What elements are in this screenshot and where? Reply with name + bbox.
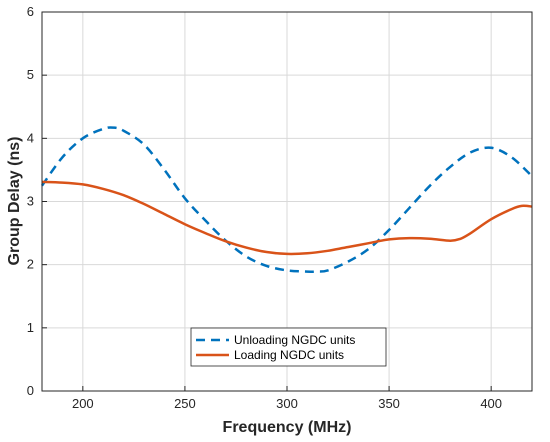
x-tick-labels: 200 250 300 350 400 <box>72 396 502 411</box>
series-line-loading <box>41 180 533 256</box>
x-axis-label: Frequency (MHz) <box>223 419 352 436</box>
y-axis-label: Group Delay (ns) <box>6 137 23 266</box>
legend-label-loading: Loading NGDC units <box>234 348 344 362</box>
series-line-unloading <box>40 126 533 273</box>
x-tick-label: 200 <box>72 396 94 411</box>
plot-frame <box>41 11 533 392</box>
x-tick-label: 250 <box>174 396 196 411</box>
y-tick-label: 6 <box>27 4 34 19</box>
y-tick-label: 5 <box>27 67 34 82</box>
x-tick-label: 400 <box>480 396 502 411</box>
legend: Unloading NGDC units Loading NGDC units <box>190 327 387 367</box>
legend-box <box>190 327 387 367</box>
y-tick-label: 0 <box>27 383 34 398</box>
y-tick-label: 2 <box>27 257 34 272</box>
legend-label-unloading: Unloading NGDC units <box>234 333 355 347</box>
y-tick-label: 3 <box>27 194 34 209</box>
x-tick-label: 300 <box>276 396 298 411</box>
x-tick-label: 350 <box>378 396 400 411</box>
series-layer <box>40 126 533 273</box>
y-tick-labels: 0 1 2 3 4 5 6 <box>27 4 34 398</box>
y-tick-label: 4 <box>27 130 34 145</box>
y-tick-label: 1 <box>27 320 34 335</box>
